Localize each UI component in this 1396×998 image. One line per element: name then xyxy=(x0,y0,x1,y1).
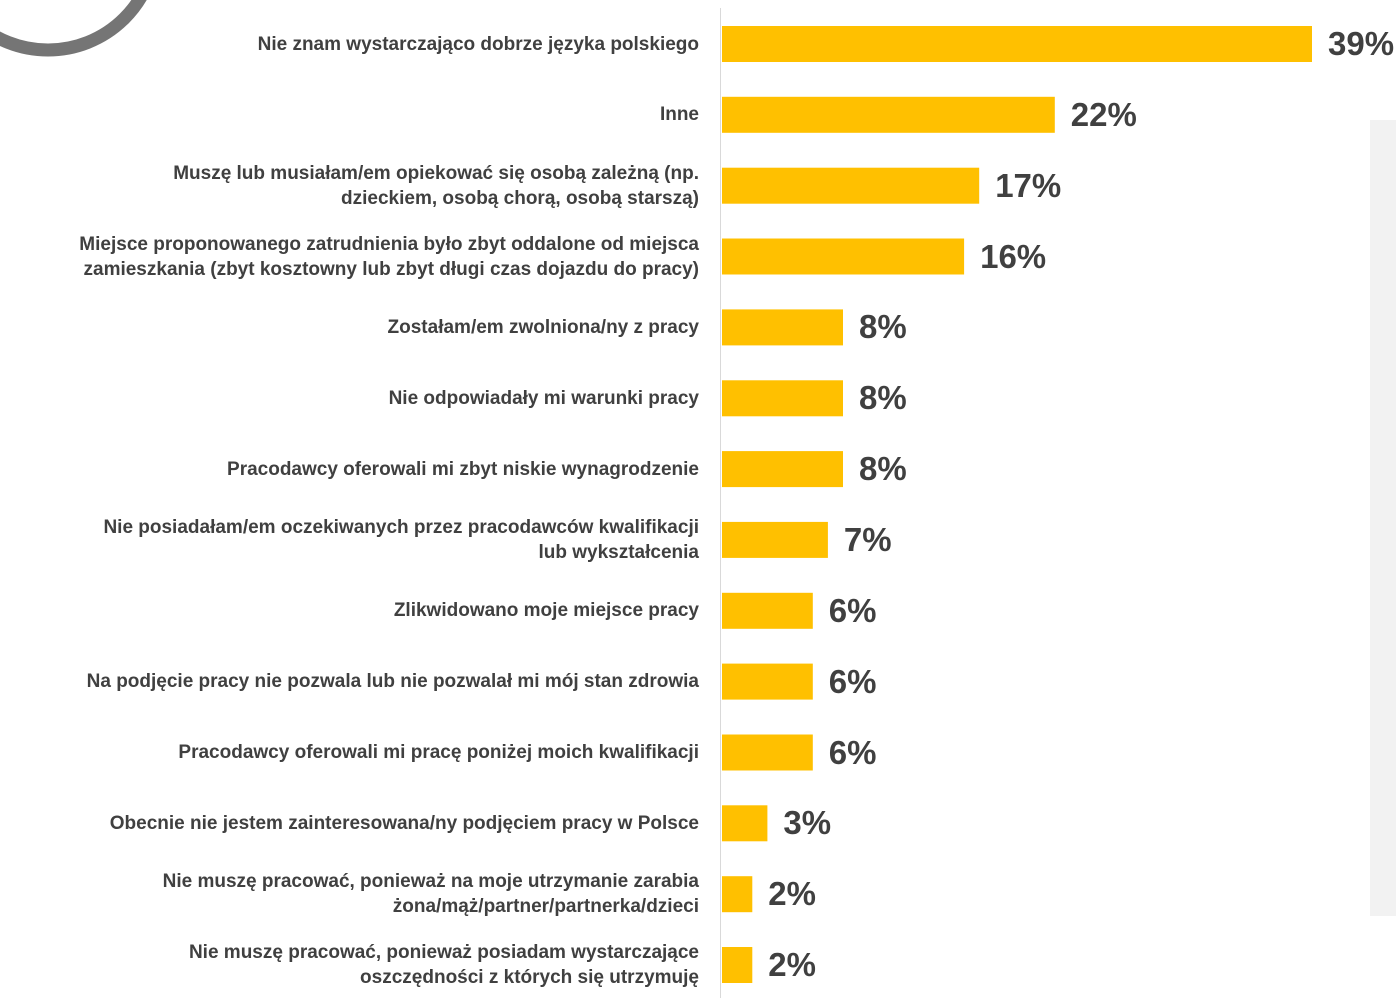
value-label-10: 6% xyxy=(828,733,877,771)
value-label-13: 2% xyxy=(768,946,816,983)
value-label-9: 6% xyxy=(828,662,877,700)
category-label-text-13: Nie muszę pracować, ponieważ posiadam wy… xyxy=(188,942,699,988)
value-label-3: 16% xyxy=(980,237,1047,275)
bar-0 xyxy=(722,26,1312,62)
bar-2 xyxy=(722,167,980,204)
value-label-11: 3% xyxy=(783,804,832,842)
category-label-12: Nie muszę pracować, ponieważ na moje utr… xyxy=(0,867,699,921)
bar-7 xyxy=(722,521,828,558)
value-label-6: 8% xyxy=(859,450,907,488)
bar-1 xyxy=(722,96,1055,133)
bar-11 xyxy=(722,805,768,842)
value-label-0: 39% xyxy=(1328,25,1395,62)
category-label-text-11: Obecnie nie jestem zainteresowana/ny pod… xyxy=(109,812,699,834)
category-label-13: Nie muszę pracować, ponieważ posiadam wy… xyxy=(0,938,699,992)
category-label-8: Zlikwidowano moje miejsce pracy xyxy=(0,594,699,628)
bar-5 xyxy=(722,380,843,417)
decorative-circle-icon xyxy=(0,0,147,57)
value-label-2: 17% xyxy=(995,166,1062,204)
category-label-10: Pracodawcy oferowali mi pracę poniżej mo… xyxy=(0,736,699,770)
category-label-text-4: Zostałam/em zwolniona/ny z pracy xyxy=(387,316,699,338)
category-label-1: Inne xyxy=(0,98,699,132)
category-label-4: Zostałam/em zwolniona/ny z pracy xyxy=(0,310,699,344)
category-label-11: Obecnie nie jestem zainteresowana/ny pod… xyxy=(0,806,699,840)
category-label-7: Nie posiadałam/em oczekiwanych przez pra… xyxy=(0,513,699,567)
bar-12 xyxy=(722,876,753,913)
category-label-text-2: Muszę lub musiałam/em opiekować się osob… xyxy=(173,162,699,209)
category-label-text-9: Na podjęcie pracy nie pozwala lub nie po… xyxy=(86,671,699,693)
bar-13 xyxy=(722,947,753,983)
category-label-2: Muszę lub musiałam/em opiekować się osob… xyxy=(0,159,699,213)
bar-6 xyxy=(722,451,843,488)
category-label-text-1: Inne xyxy=(659,104,699,126)
bar-4 xyxy=(722,309,843,346)
bar-10 xyxy=(722,734,813,771)
bar-3 xyxy=(722,238,965,275)
category-label-text-6: Pracodawcy oferowali mi zbyt niskie wyna… xyxy=(227,458,699,480)
category-label-0: Nie znam wystarczająco dobrze języka pol… xyxy=(0,27,699,61)
category-label-text-12: Nie muszę pracować, ponieważ na moje utr… xyxy=(162,871,699,918)
category-label-text-8: Zlikwidowano moje miejsce pracy xyxy=(393,600,699,622)
value-label-5: 8% xyxy=(859,379,907,417)
category-label-3: Miejsce proponowanego zatrudnienia było … xyxy=(0,230,699,284)
category-label-text-7: Nie posiadałam/em oczekiwanych przez pra… xyxy=(103,516,699,563)
category-label-5: Nie odpowiadały mi warunki pracy xyxy=(0,381,699,415)
bar-8 xyxy=(722,592,813,629)
value-label-1: 22% xyxy=(1070,95,1137,133)
value-label-8: 6% xyxy=(828,591,877,629)
bar-9 xyxy=(722,663,813,700)
category-label-text-3: Miejsce proponowanego zatrudnienia było … xyxy=(79,233,699,280)
value-label-4: 8% xyxy=(859,308,907,346)
side-panel xyxy=(1370,120,1396,916)
category-label-9: Na podjęcie pracy nie pozwala lub nie po… xyxy=(0,665,699,699)
category-label-text-10: Pracodawcy oferowali mi pracę poniżej mo… xyxy=(178,742,699,763)
value-label-7: 7% xyxy=(843,520,892,558)
category-label-text-5: Nie odpowiadały mi warunki pracy xyxy=(388,387,699,409)
category-label-6: Pracodawcy oferowali mi zbyt niskie wyna… xyxy=(0,452,699,486)
value-label-12: 2% xyxy=(768,875,816,913)
category-label-text-0: Nie znam wystarczająco dobrze języka pol… xyxy=(257,33,699,55)
